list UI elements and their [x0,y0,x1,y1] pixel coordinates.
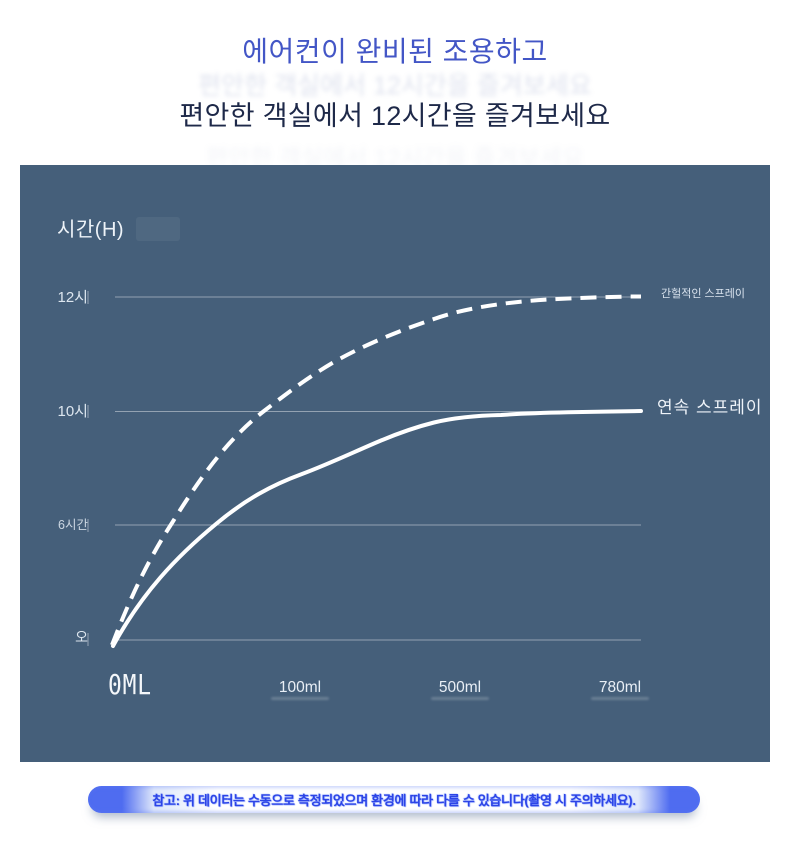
x-tick-100ml: 100ml [278,679,322,696]
series-intermittent-spray [110,294,642,646]
x-tick-underline [271,697,329,700]
line-chart [87,291,643,648]
y-tick-10h: 10시 [57,403,89,420]
x-tick-underline [591,697,649,700]
y-tick-12h: 12시 [57,289,89,306]
y-tick-6h: 6시간 [58,518,88,532]
chart-panel: 시간(H) 12시 10시 6시간 오 [20,165,770,762]
y-axis-title: 시간(H) [57,219,125,241]
x-tick-underline [431,697,489,700]
gridlines [115,296,641,641]
axis-title-ghost [136,217,180,241]
series-continuous-spray [111,409,643,648]
page-title: 에어컨이 완비된 조용하고 [242,36,548,67]
y-tick-0h: 오 [75,629,88,645]
x-tick-0ml: 0ML [108,668,152,701]
x-tick-780ml: 780ml [598,679,642,696]
title-ghost-text: 편안한 객실에서 12시간을 즐겨보세요 [198,72,592,100]
legend-intermittent-spray: 간헐적인 스프레이 [661,288,746,300]
x-tick-500ml: 500ml [438,679,482,696]
footer-note-pill: 참고: 위 데이터는 수동으로 측정되었으며 환경에 따라 다를 수 있습니다(… [88,786,700,813]
page-subtitle: 편안한 객실에서 12시간을 즐겨보세요 [179,101,611,131]
legend-continuous-spray: 연속 스프레이 [657,398,763,417]
footer-note-text: 참고: 위 데이터는 수동으로 측정되었으며 환경에 따라 다를 수 있습니다(… [152,793,636,808]
